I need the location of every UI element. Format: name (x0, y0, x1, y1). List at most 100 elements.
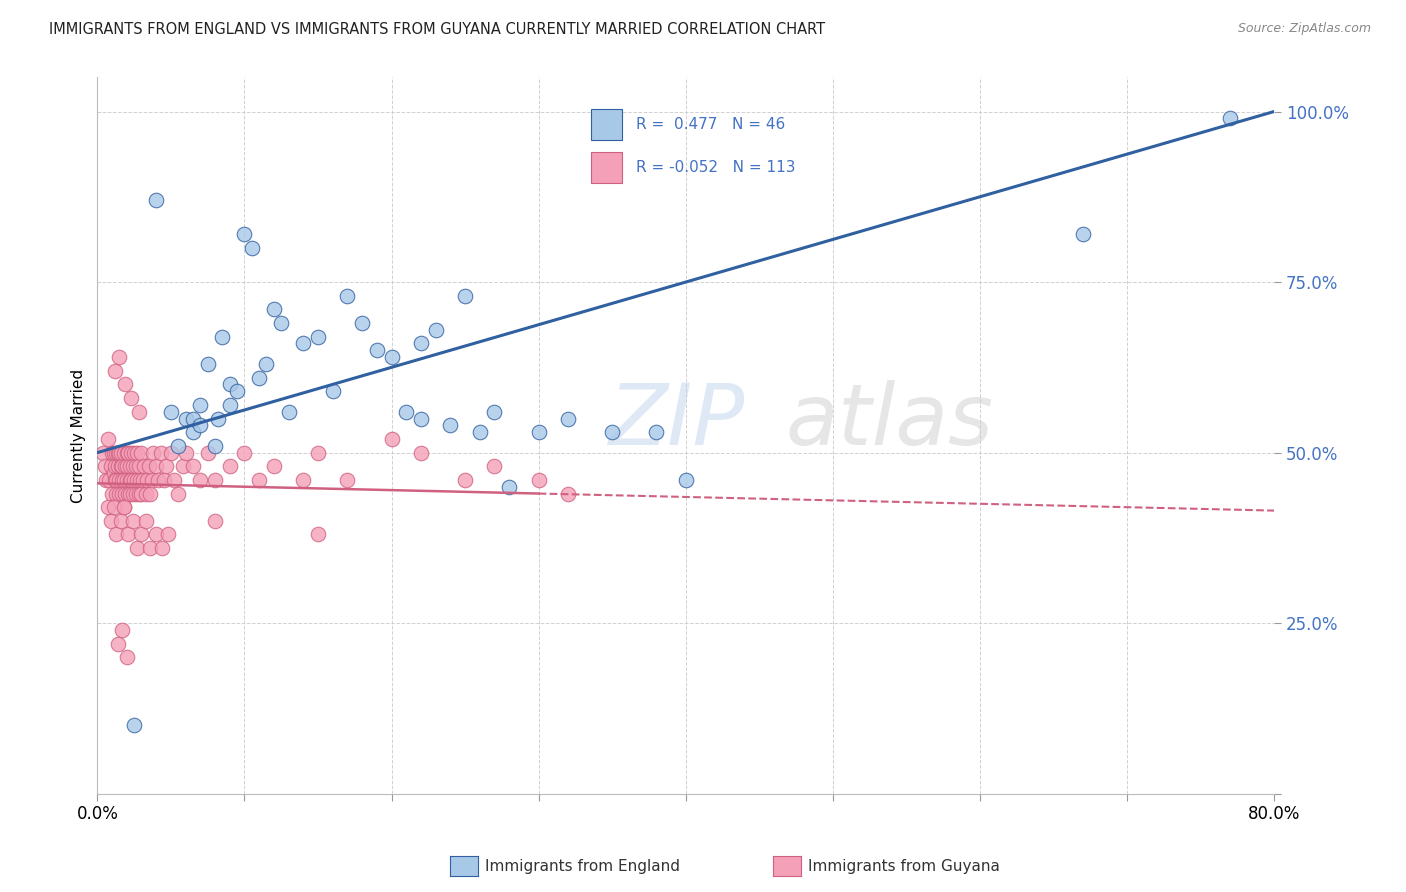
Point (145, 459, 167, 474)
Point (117, 527, 139, 541)
Point (107, 445, 129, 459)
Point (117, 445, 139, 459)
Point (125, 541, 148, 555)
Point (352, 316, 374, 330)
Point (104, 364, 127, 378)
Point (163, 473, 186, 487)
Point (484, 405, 506, 419)
Point (115, 459, 138, 474)
Point (160, 405, 183, 419)
Point (118, 459, 141, 474)
Point (120, 445, 142, 459)
Point (188, 473, 211, 487)
Y-axis label: Currently Married: Currently Married (72, 368, 86, 502)
Point (155, 459, 177, 474)
Point (172, 459, 194, 474)
Point (277, 405, 299, 419)
Point (409, 336, 432, 351)
Point (114, 486, 136, 500)
Point (307, 329, 329, 343)
Point (112, 445, 135, 459)
Point (120, 391, 142, 405)
Point (131, 486, 153, 500)
Point (256, 357, 278, 371)
Text: Immigrants from England: Immigrants from England (485, 859, 681, 873)
Point (97, 500, 120, 515)
Point (167, 486, 190, 500)
Text: Immigrants from Guyana: Immigrants from Guyana (808, 859, 1000, 873)
Point (128, 459, 150, 474)
Point (135, 514, 157, 528)
Point (454, 473, 477, 487)
Point (204, 473, 226, 487)
Point (107, 459, 129, 474)
Point (226, 384, 249, 399)
Point (103, 500, 125, 515)
Point (149, 445, 172, 459)
Point (197, 445, 219, 459)
Point (498, 480, 520, 494)
Point (292, 473, 315, 487)
Point (105, 473, 128, 487)
Point (105, 445, 128, 459)
Point (600, 425, 623, 439)
Point (247, 370, 270, 384)
Point (100, 459, 122, 474)
Point (557, 411, 579, 425)
Point (103, 445, 125, 459)
Point (132, 473, 155, 487)
Point (1071, 227, 1094, 242)
Point (121, 514, 143, 528)
Point (240, 241, 263, 255)
Point (395, 405, 418, 419)
Point (105, 486, 128, 500)
Point (104, 473, 127, 487)
Text: IMMIGRANTS FROM ENGLAND VS IMMIGRANTS FROM GUYANA CURRENTLY MARRIED CORRELATION : IMMIGRANTS FROM ENGLAND VS IMMIGRANTS FR… (49, 22, 825, 37)
Point (322, 384, 344, 399)
Point (439, 418, 461, 433)
Text: ZIP: ZIP (609, 380, 745, 463)
Point (139, 541, 162, 555)
Point (336, 289, 359, 303)
Point (454, 289, 477, 303)
Point (156, 527, 179, 541)
Point (125, 445, 148, 459)
Point (645, 425, 668, 439)
Point (124, 486, 146, 500)
Point (100, 514, 122, 528)
Point (527, 425, 550, 439)
Point (112, 500, 135, 515)
Point (96, 473, 118, 487)
Point (93, 459, 115, 474)
Point (160, 445, 183, 459)
Point (111, 486, 134, 500)
Point (145, 527, 167, 541)
Point (108, 350, 131, 364)
Point (111, 473, 134, 487)
Point (181, 425, 204, 439)
Point (307, 527, 329, 541)
Point (366, 343, 388, 358)
Point (188, 398, 211, 412)
Point (181, 411, 204, 425)
Point (108, 486, 131, 500)
Point (115, 473, 138, 487)
Point (146, 473, 169, 487)
Point (114, 377, 136, 392)
Point (218, 398, 240, 412)
Point (136, 473, 159, 487)
Point (380, 350, 402, 364)
Point (112, 500, 135, 515)
Point (103, 466, 125, 480)
Point (139, 486, 162, 500)
Point (122, 473, 145, 487)
Point (336, 473, 359, 487)
Text: Source: ZipAtlas.com: Source: ZipAtlas.com (1237, 22, 1371, 36)
Point (108, 473, 131, 487)
Point (129, 473, 152, 487)
Point (150, 541, 173, 555)
Point (142, 445, 165, 459)
Text: atlas: atlas (786, 380, 994, 463)
Point (120, 473, 142, 487)
Point (167, 439, 190, 453)
